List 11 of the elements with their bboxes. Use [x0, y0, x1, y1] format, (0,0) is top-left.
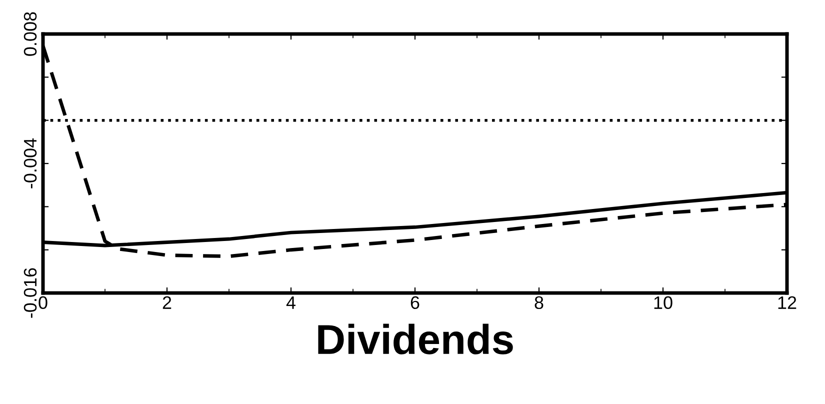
x-tick-label: 4	[286, 296, 296, 309]
x-tick-label: 12	[778, 296, 796, 309]
x-tick-label: 8	[534, 296, 544, 310]
x-tick-label: 10	[654, 296, 672, 310]
y-tick-label: -0.004	[24, 138, 37, 188]
x-tick-label: 2	[162, 296, 172, 309]
x-axis-title: Dividends	[318, 324, 513, 354]
y-tick-label: -0.016	[24, 268, 37, 318]
x-tick-label: 6	[410, 296, 420, 310]
y-tick-label: 0.008	[24, 12, 37, 56]
x-tick-label: 0	[38, 296, 48, 310]
